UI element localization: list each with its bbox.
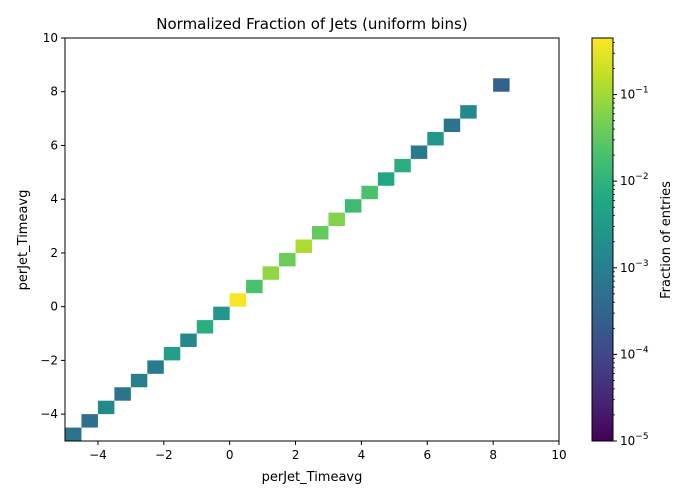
colorbar — [591, 37, 614, 442]
heatmap-cell — [97, 400, 115, 415]
heatmap-cell — [410, 145, 428, 159]
heatmap-cell — [443, 118, 461, 133]
heatmap-cell — [81, 414, 98, 428]
heatmap-cell — [394, 158, 411, 173]
heatmap-cell — [344, 199, 362, 213]
colorbar-tick-label: 10−3 — [620, 259, 649, 275]
heatmap-cell — [377, 172, 395, 186]
y-tick-label: 0 — [50, 300, 58, 314]
x-tick-label: 0 — [226, 448, 234, 462]
x-tick-label: 10 — [551, 448, 566, 462]
x-tick-label: −4 — [89, 448, 107, 462]
heatmap-cells — [65, 78, 510, 441]
heatmap-cell — [262, 266, 280, 280]
heatmap-cell — [163, 346, 181, 361]
y-tick-label: 6 — [50, 138, 58, 152]
x-tick-label: 8 — [489, 448, 497, 462]
colorbar-tick-label: 10−4 — [620, 345, 649, 361]
y-tick-label: −4 — [40, 407, 58, 421]
chart-title: Normalized Fraction of Jets (uniform bin… — [156, 15, 467, 33]
heatmap-cell — [427, 132, 444, 146]
heatmap-cell — [180, 333, 197, 347]
heatmap-cell — [130, 373, 148, 388]
y-axis: −4 −2 0 2 4 6 8 10 — [40, 31, 65, 421]
heatmap-cell — [213, 306, 230, 321]
x-axis: −4 −2 0 2 4 6 8 10 — [89, 441, 567, 462]
colorbar-label: Fraction of entries — [659, 181, 674, 299]
y-tick-label: 8 — [50, 85, 58, 99]
heatmap-cell — [312, 226, 329, 240]
heatmap-cell — [493, 78, 510, 92]
heatmap-cell — [295, 239, 312, 253]
x-tick-label: 2 — [292, 448, 300, 462]
heatmap-cell — [147, 360, 164, 374]
y-tick-label: −2 — [40, 353, 58, 367]
y-tick-label: 4 — [50, 192, 58, 206]
x-tick-label: 6 — [423, 448, 431, 462]
heatmap-cell — [361, 185, 378, 200]
heatmap-cell — [246, 279, 263, 294]
colorbar-tick-label: 10−2 — [620, 172, 649, 188]
y-tick-label: 10 — [43, 31, 58, 45]
heatmap-cell — [114, 387, 131, 401]
heatmap-cell — [460, 105, 477, 119]
y-axis-label: perJet_Timeavg — [16, 190, 31, 291]
x-tick-label: 4 — [358, 448, 366, 462]
heatmap-cell — [65, 427, 82, 441]
x-axis-label: perJet_Timeavg — [262, 470, 363, 485]
heatmap-cell — [279, 252, 296, 267]
y-tick-label: 2 — [50, 246, 58, 260]
heatmap-cell — [196, 320, 214, 334]
colorbar-axis: 10−5 10−4 10−3 10−2 10−1 — [613, 42, 649, 448]
plot-frame — [64, 37, 560, 442]
colorbar-tick-label: 10−1 — [620, 86, 649, 102]
heatmap-cell — [229, 293, 247, 307]
heatmap-cell — [328, 212, 345, 227]
colorbar-tick-label: 10−5 — [620, 432, 649, 448]
x-tick-label: −2 — [155, 448, 173, 462]
